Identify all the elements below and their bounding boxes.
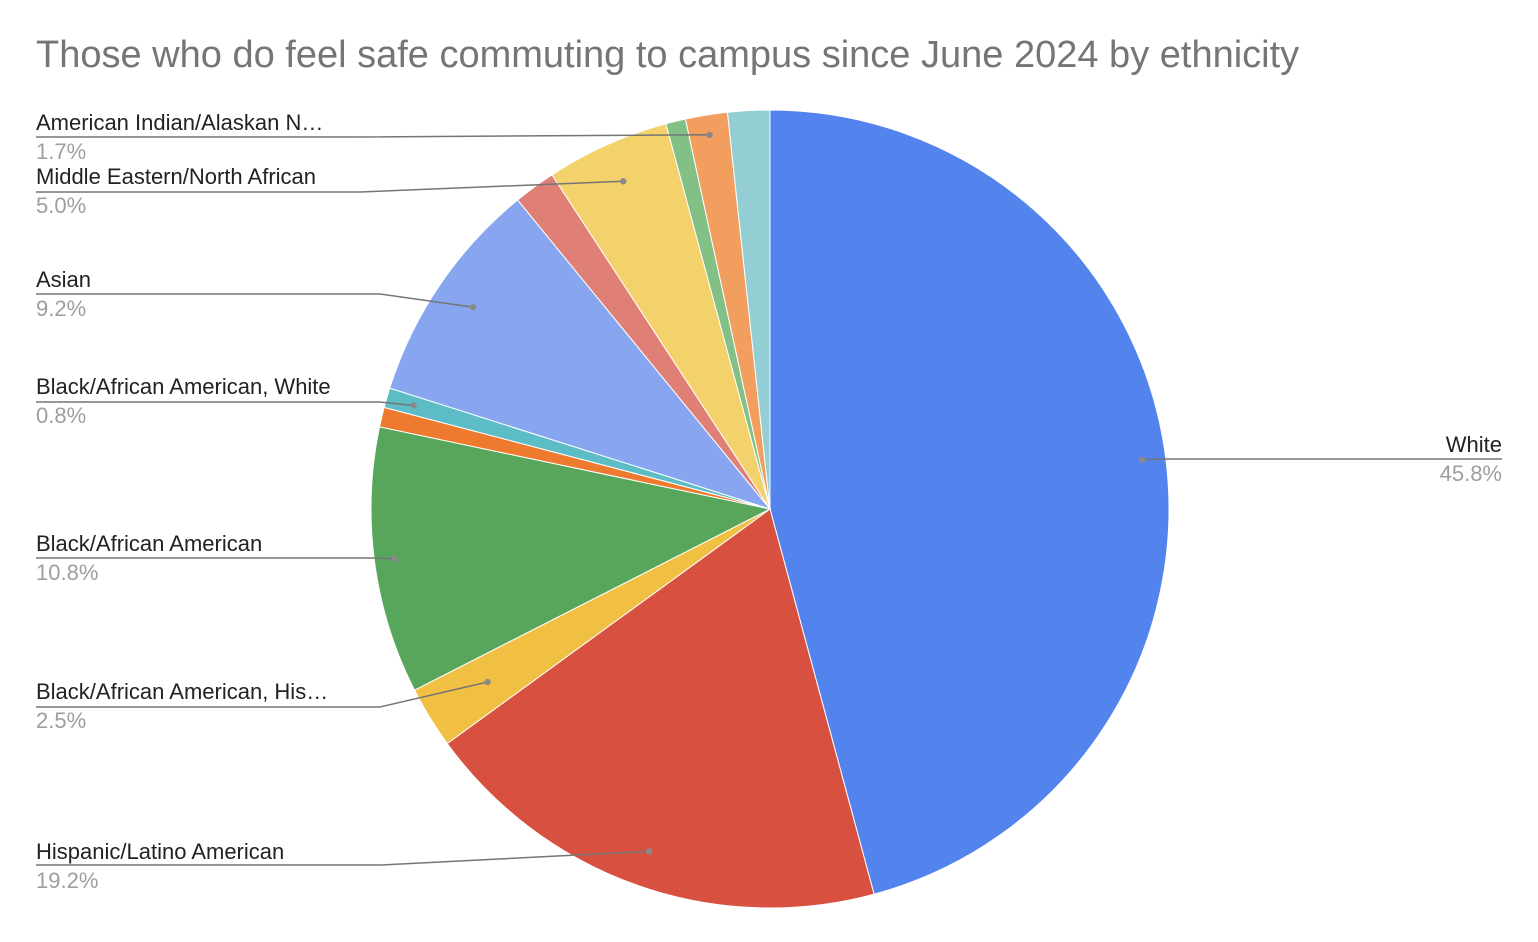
slice-value-label: 2.5%: [36, 708, 86, 733]
leader-dot: [620, 178, 627, 185]
pie-slice: [769, 109, 1170, 895]
leader-line: [1141, 458, 1502, 461]
leader-line: [36, 850, 650, 866]
slice-labels: White 45.8% Hispanic/Latino American 19.2% B…: [36, 110, 1502, 893]
chart-title: Those who do feel safe commuting to camp…: [36, 34, 1300, 76]
leader-line: [36, 401, 414, 407]
slice-value-label: 0.8%: [36, 403, 86, 428]
slice-label: American Indian/Alaskan N…: [36, 110, 323, 135]
slice-label: White: [1446, 432, 1502, 457]
leader-dot: [469, 303, 477, 311]
leader-line: [36, 134, 710, 138]
pie-slice: [389, 199, 772, 510]
leader-line: [36, 681, 488, 708]
leader-dot: [645, 848, 653, 855]
slice-label: Black/African American, His…: [36, 679, 328, 704]
slice-label: Black/African American: [36, 531, 262, 556]
slice-label: Middle Eastern/North African: [36, 164, 316, 189]
slice-value-label: 5.0%: [36, 193, 86, 218]
leader-lines: [36, 131, 1502, 866]
pie-slices: [370, 109, 1170, 909]
slice-value-label: 19.2%: [36, 868, 98, 893]
leader-dot: [706, 131, 713, 139]
leader-line: [36, 293, 474, 308]
leader-dot: [391, 555, 398, 563]
leader-dot: [1138, 456, 1145, 463]
slice-label: Hispanic/Latino American: [36, 839, 284, 864]
pie-slice: [726, 109, 771, 510]
slice-label: Black/African American, White: [36, 374, 331, 399]
leader-dot: [410, 402, 417, 409]
pie-slice: [370, 426, 772, 691]
pie-slice: [446, 508, 875, 909]
slice-label: Asian: [36, 267, 91, 292]
leader-dot: [484, 678, 491, 686]
leader-line: [36, 180, 624, 193]
slice-value-label: 45.8%: [1440, 461, 1502, 486]
slice-value-label: 10.8%: [36, 560, 98, 585]
slice-value-label: 9.2%: [36, 296, 86, 321]
slice-value-label: 1.7%: [36, 139, 86, 164]
leader-line: [36, 557, 395, 560]
